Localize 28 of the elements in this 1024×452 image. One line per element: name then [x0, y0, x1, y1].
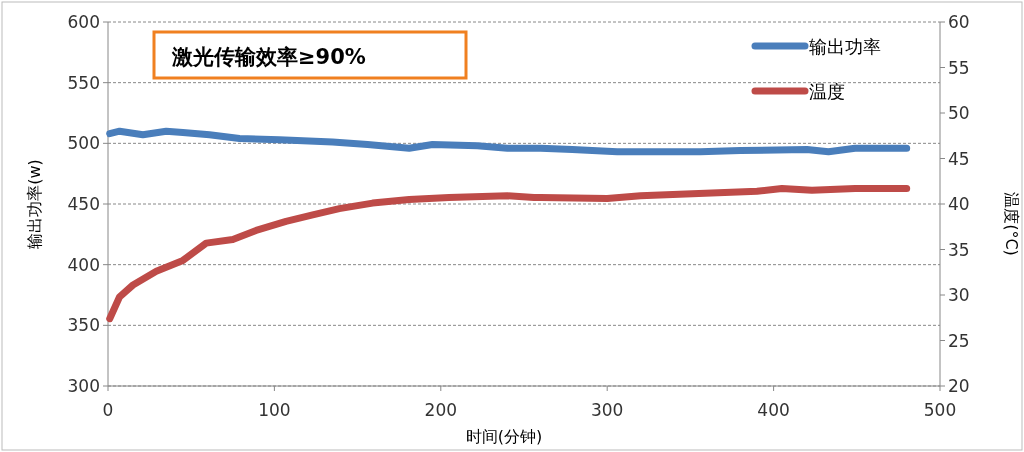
legend-label: 温度 [809, 81, 845, 102]
y2-tick-label: 45 [948, 148, 970, 169]
x-tick-label: 300 [590, 400, 624, 420]
y-tick-label: 400 [67, 254, 100, 275]
y2-tick-label: 60 [948, 12, 970, 32]
x-axis-title: 时间(分钟) [465, 427, 543, 446]
y2-axis-title: 温度(°C) [1002, 192, 1021, 256]
annotation: 激光传输效率≥90% [171, 45, 366, 69]
x-tick-label: 400 [757, 400, 790, 420]
x-tick-label: 0 [102, 400, 114, 420]
x-tick-label: 100 [258, 400, 291, 420]
y-tick-label: 450 [67, 194, 100, 214]
y2-tick-label: 20 [948, 376, 970, 396]
y-tick-label: 550 [67, 72, 100, 93]
y-axis-title: 输出功率(w) [25, 159, 44, 249]
y2-tick-label: 55 [948, 57, 970, 78]
y2-tick-label: 25 [948, 330, 970, 351]
y-tick-label: 300 [67, 376, 100, 396]
y-tick-label: 600 [67, 12, 100, 32]
y2-tick-label: 30 [948, 285, 970, 305]
legend-label: 输出功率 [809, 36, 881, 57]
y2-tick-label: 50 [948, 103, 970, 123]
y2-tick-label: 40 [948, 194, 970, 214]
y-tick-label: 500 [67, 133, 100, 154]
y2-tick-label: 35 [948, 239, 970, 260]
y-tick-label: 350 [67, 315, 100, 336]
x-tick-label: 200 [424, 400, 458, 420]
x-tick-label: 500 [923, 400, 957, 420]
